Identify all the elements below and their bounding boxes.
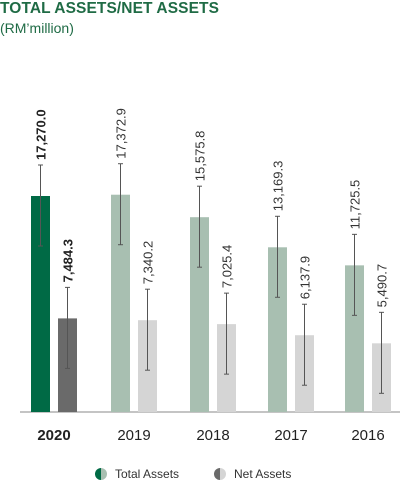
- chart-title: TOTAL ASSETS/NET ASSETS: [0, 0, 220, 17]
- data-label-2019-0: 17,372.9: [114, 108, 129, 159]
- legend-swatch-light: [220, 468, 226, 480]
- data-label-2020-0: 17,270.0: [34, 109, 49, 160]
- legend-swatch-dark: [214, 468, 220, 480]
- legend-swatch-light: [101, 468, 107, 480]
- bar-total-assets-2017: [268, 247, 287, 412]
- legend-label: Net Assets: [234, 467, 291, 481]
- data-label-2018-0: 15,575.8: [193, 131, 208, 182]
- data-label-2019-1: 7,340.2: [141, 241, 156, 284]
- data-label-2016-0: 11,725.5: [348, 180, 363, 230]
- bar-total-assets-2016: [345, 265, 364, 412]
- tick-label-2019: 2019: [117, 427, 150, 444]
- data-label-2017-1: 6,137.9: [298, 256, 313, 299]
- data-label-2017-0: 13,169.3: [271, 161, 286, 212]
- data-label-2020-1: 7,484.3: [61, 239, 76, 282]
- legend-item-total-assets: Total Assets: [95, 467, 179, 481]
- tick-label-2018: 2018: [196, 427, 229, 444]
- bar-total-assets-2019: [111, 194, 130, 412]
- tick-label-2016: 2016: [351, 427, 384, 444]
- tick-label-2020: 2020: [37, 427, 70, 444]
- bar-total-assets-2020: [31, 196, 50, 412]
- data-label-2018-1: 7,025.4: [220, 245, 235, 288]
- data-label-2016-1: 5,490.7: [375, 264, 390, 307]
- legend-label: Total Assets: [115, 467, 179, 481]
- chart-subtitle: (RM’million): [0, 20, 74, 36]
- bar-total-assets-2018: [190, 217, 209, 412]
- legend-swatch-dark: [95, 468, 101, 480]
- legend-item-net-assets: Net Assets: [214, 467, 291, 481]
- tick-label-2017: 2017: [274, 427, 307, 444]
